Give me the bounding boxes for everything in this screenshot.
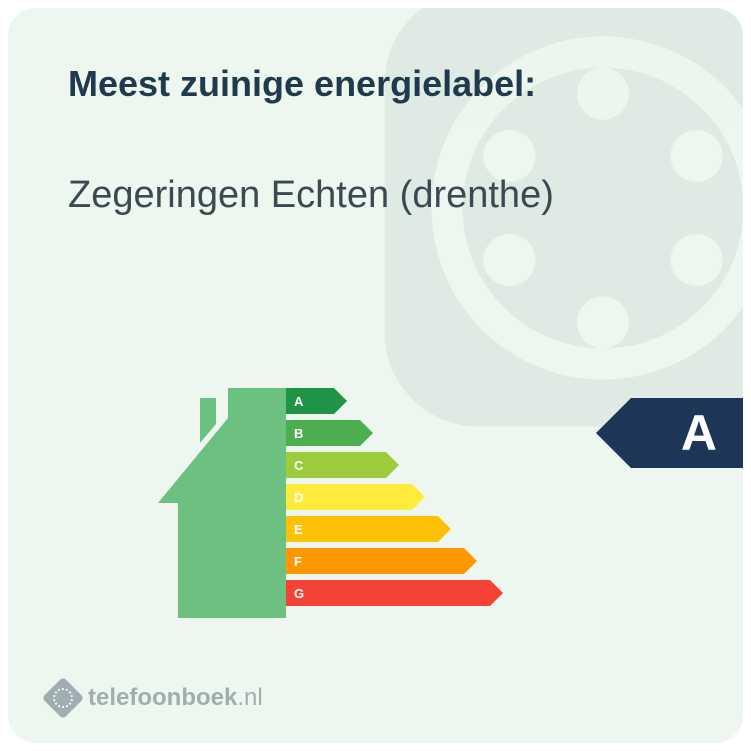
page-subtitle: Zegeringen Echten (drenthe) — [68, 173, 554, 219]
energy-bar-row: F — [286, 548, 490, 574]
energy-bar-row: E — [286, 516, 490, 542]
energy-bar-row: C — [286, 452, 490, 478]
energy-bar-g: G — [286, 580, 490, 606]
card: Meest zuinige energielabel: Zegeringen E… — [8, 8, 743, 743]
footer: telefoonboek.nl — [48, 683, 263, 713]
footer-brand-name: telefoonboek — [88, 684, 237, 711]
energy-bar-label: C — [294, 458, 303, 473]
telefoonboek-logo-icon — [42, 677, 84, 719]
energy-bar-row: G — [286, 580, 490, 606]
energy-bar-f: F — [286, 548, 464, 574]
energy-bar-label: G — [294, 586, 304, 601]
energy-label-chart: A B C D E F G — [158, 388, 578, 618]
footer-brand: telefoonboek.nl — [88, 684, 263, 712]
energy-bar-label: F — [294, 554, 302, 569]
house-icon — [158, 388, 286, 618]
energy-bar-e: E — [286, 516, 438, 542]
energy-bar-row: B — [286, 420, 490, 446]
grade-badge: A — [631, 398, 743, 468]
energy-bar-d: D — [286, 484, 412, 510]
energy-bar-row: D — [286, 484, 490, 510]
page-title: Meest zuinige energielabel: — [68, 63, 536, 105]
energy-bar-label: E — [294, 522, 303, 537]
energy-bar-c: C — [286, 452, 386, 478]
energy-bar-label: D — [294, 490, 303, 505]
energy-bars: A B C D E F G — [286, 388, 490, 612]
grade-letter: A — [681, 404, 717, 462]
energy-bar-label: B — [294, 426, 303, 441]
energy-bar-b: B — [286, 420, 360, 446]
energy-bar-row: A — [286, 388, 490, 414]
footer-brand-tld: .nl — [237, 684, 262, 711]
energy-bar-label: A — [294, 394, 303, 409]
energy-bar-a: A — [286, 388, 334, 414]
